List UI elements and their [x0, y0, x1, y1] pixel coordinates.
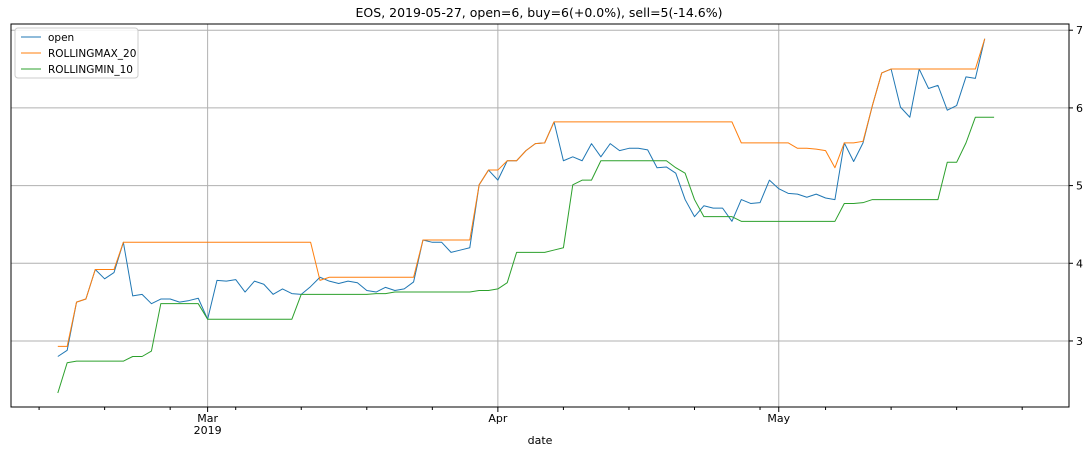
- legend-label: ROLLINGMIN_10: [48, 64, 133, 76]
- x-tick-year-label: 2019: [194, 424, 222, 437]
- chart-title: EOS, 2019-05-27, open=6, buy=6(+0.0%), s…: [356, 5, 723, 20]
- y-tick-label: 6: [1076, 102, 1083, 115]
- legend-box: [14, 27, 139, 79]
- grid-lines: [11, 24, 1069, 407]
- legend-label: ROLLINGMAX_20: [48, 48, 136, 60]
- series-lines: [57, 38, 995, 394]
- legend-label: open: [48, 32, 74, 44]
- y-tick-label: 7: [1076, 24, 1083, 37]
- y-tick-label: 5: [1076, 180, 1083, 193]
- x-tick-label: Mar: [197, 412, 218, 425]
- x-tick-label: Apr: [488, 412, 508, 425]
- legend: open ROLLINGMAX_20 ROLLINGMIN_10: [14, 27, 139, 79]
- series-line-rollingmin_10: [57, 116, 995, 394]
- x-tick-label: May: [767, 412, 790, 425]
- series-line-open: [57, 38, 986, 357]
- x-axis-label: date: [528, 434, 553, 447]
- y-tick-label: 4: [1076, 257, 1083, 270]
- plot-frame: [10, 23, 1070, 408]
- y-tick-label: 3: [1076, 335, 1083, 348]
- series-line-rollingmax_20: [57, 38, 986, 347]
